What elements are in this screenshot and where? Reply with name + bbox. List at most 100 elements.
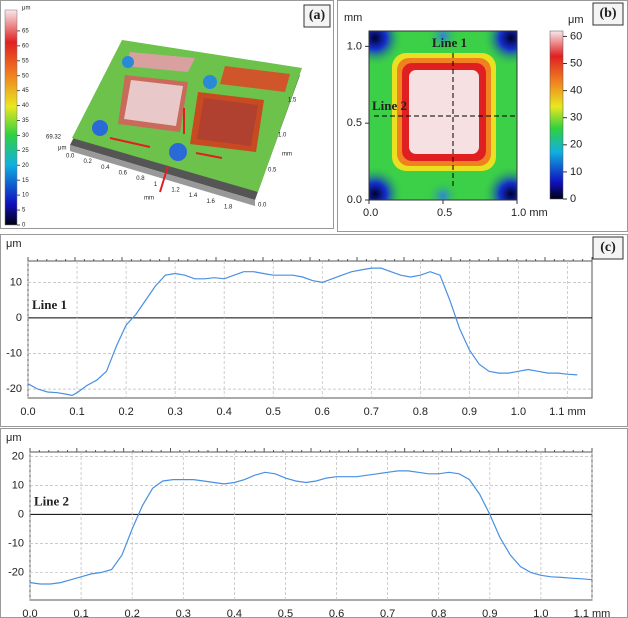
y-tick-label: 10	[10, 276, 22, 288]
colorbar-tick-label: 10	[570, 166, 582, 178]
colorbar-tick-label: 30	[570, 112, 582, 124]
y-axis-label: 1.0	[278, 133, 287, 139]
colorbar-tick-label: 50	[22, 73, 29, 79]
y-axis-label: 1.5	[288, 98, 297, 104]
label-box	[303, 4, 331, 28]
y-tick-label: 0.5	[347, 117, 362, 129]
chart-title: Line 2	[34, 493, 69, 508]
x-axis-label: 0.0	[66, 154, 75, 160]
y-unit: μm	[6, 432, 22, 444]
x-tick-label: 0.6	[315, 406, 330, 418]
line1-label: Line 1	[432, 35, 467, 50]
panel-label: (c)	[600, 240, 616, 255]
x-tick-label: 0.7	[364, 406, 379, 418]
colorbar-tick-label: 0	[22, 223, 26, 229]
colorbar-tick-label: 55	[22, 58, 29, 64]
x-tick-label: 0.0	[363, 207, 378, 219]
colorbar-tick-label: 25	[22, 148, 29, 154]
x-tick-label: 0.4	[217, 406, 232, 418]
x-tick-label: 0.1	[69, 406, 84, 418]
y-tick-label: -20	[8, 566, 24, 578]
plot-area	[27, 260, 593, 399]
x-tick-label: 1.0 mm	[511, 207, 548, 219]
colorbar-a	[4, 9, 18, 226]
colorbar-tick-label: 35	[22, 118, 29, 124]
height-unit: μm	[58, 146, 66, 152]
y-axis-label: 0.0	[258, 203, 267, 209]
panel-a-frame	[0, 0, 334, 229]
x-tick-label: 0.2	[118, 406, 133, 418]
colorbar-tick-label: 5	[22, 208, 26, 214]
colorbar-tick-label: 60	[22, 43, 29, 49]
x-tick-label: 0.8	[413, 406, 428, 418]
y-tick-label: -20	[6, 383, 22, 395]
x-axis-label: 1	[154, 182, 158, 188]
x-tick-label: 1.1 mm	[574, 608, 611, 618]
x-tick-label: 0.2	[125, 608, 140, 618]
colorbar-tick-label: 20	[22, 163, 29, 169]
x-unit: mm	[144, 196, 154, 202]
x-tick-label: 1.1 mm	[549, 406, 586, 418]
x-axis-label: 1.8	[224, 205, 233, 211]
x-axis-label: 1.6	[206, 199, 215, 205]
y-unit: mm	[282, 152, 292, 158]
y-unit: mm	[344, 12, 362, 24]
x-tick-label: 0.5	[278, 608, 293, 618]
x-axis-label: 0.8	[136, 176, 145, 182]
x-tick-label: 0.0	[20, 406, 35, 418]
colorbar-tick-label: 15	[22, 178, 29, 184]
plot-area	[29, 451, 593, 601]
x-tick-label: 0.7	[380, 608, 395, 618]
line2-label: Line 2	[372, 98, 407, 113]
colorbar-b	[549, 30, 564, 200]
colorbar-tick-label: 40	[22, 103, 29, 109]
surface-3d	[70, 40, 302, 206]
panel-label: (a)	[309, 8, 326, 23]
colorbar-tick-label: 40	[570, 85, 582, 97]
x-tick-label: 0.3	[176, 608, 191, 618]
data-line	[27, 267, 578, 397]
colorbar-tick-label: 0	[570, 193, 576, 205]
x-tick-label: 0.9	[482, 608, 497, 618]
y-axis-label: 0.5	[268, 168, 277, 174]
x-axis-label: 0.4	[101, 165, 110, 171]
x-tick-label: 1.0	[533, 608, 548, 618]
x-tick-label: 1.0	[511, 406, 526, 418]
x-tick-label: 0.5	[266, 406, 281, 418]
y-unit: μm	[6, 238, 22, 250]
colorbar-tick-label: 45	[22, 88, 29, 94]
data-line	[29, 470, 593, 585]
colorbar-tick-label: 60	[570, 30, 582, 42]
x-tick-label: 0.4	[227, 608, 242, 618]
x-axis-label: 0.6	[119, 171, 128, 177]
chart-title: Line 1	[32, 297, 67, 312]
y-tick-label: 1.0	[347, 40, 362, 52]
x-tick-label: 0.3	[167, 406, 182, 418]
y-tick-label: -10	[8, 537, 24, 549]
height-max: 69.32	[46, 135, 62, 141]
colorbar-tick-label: 50	[570, 57, 582, 69]
x-tick-label: 0.1	[73, 608, 88, 618]
x-axis-label: 0.2	[84, 159, 93, 165]
y-tick-label: 20	[12, 450, 24, 462]
colorbar-tick-label: 20	[570, 139, 582, 151]
y-tick-label: 0.0	[347, 194, 362, 206]
x-axis-label: 1.4	[189, 193, 198, 199]
panel-label: (b)	[599, 6, 616, 21]
x-axis-label: 1.2	[171, 188, 180, 194]
colorbar-tick-label: 30	[22, 133, 29, 139]
label-box	[592, 2, 624, 26]
x-tick-label: 0.0	[22, 608, 37, 618]
colorbar-unit: μm	[22, 6, 30, 12]
x-tick-label: 0.8	[431, 608, 446, 618]
x-tick-label: 0.5	[437, 207, 452, 219]
colorbar-tick-label: 65	[22, 28, 29, 34]
colorbar-tick-label: 10	[22, 193, 29, 199]
colorbar-unit: μm	[568, 14, 584, 26]
y-tick-label: 10	[12, 479, 24, 491]
y-tick-label: -10	[6, 347, 22, 359]
y-tick-label: 0	[18, 508, 24, 520]
x-tick-label: 0.6	[329, 608, 344, 618]
y-tick-label: 0	[16, 312, 22, 324]
